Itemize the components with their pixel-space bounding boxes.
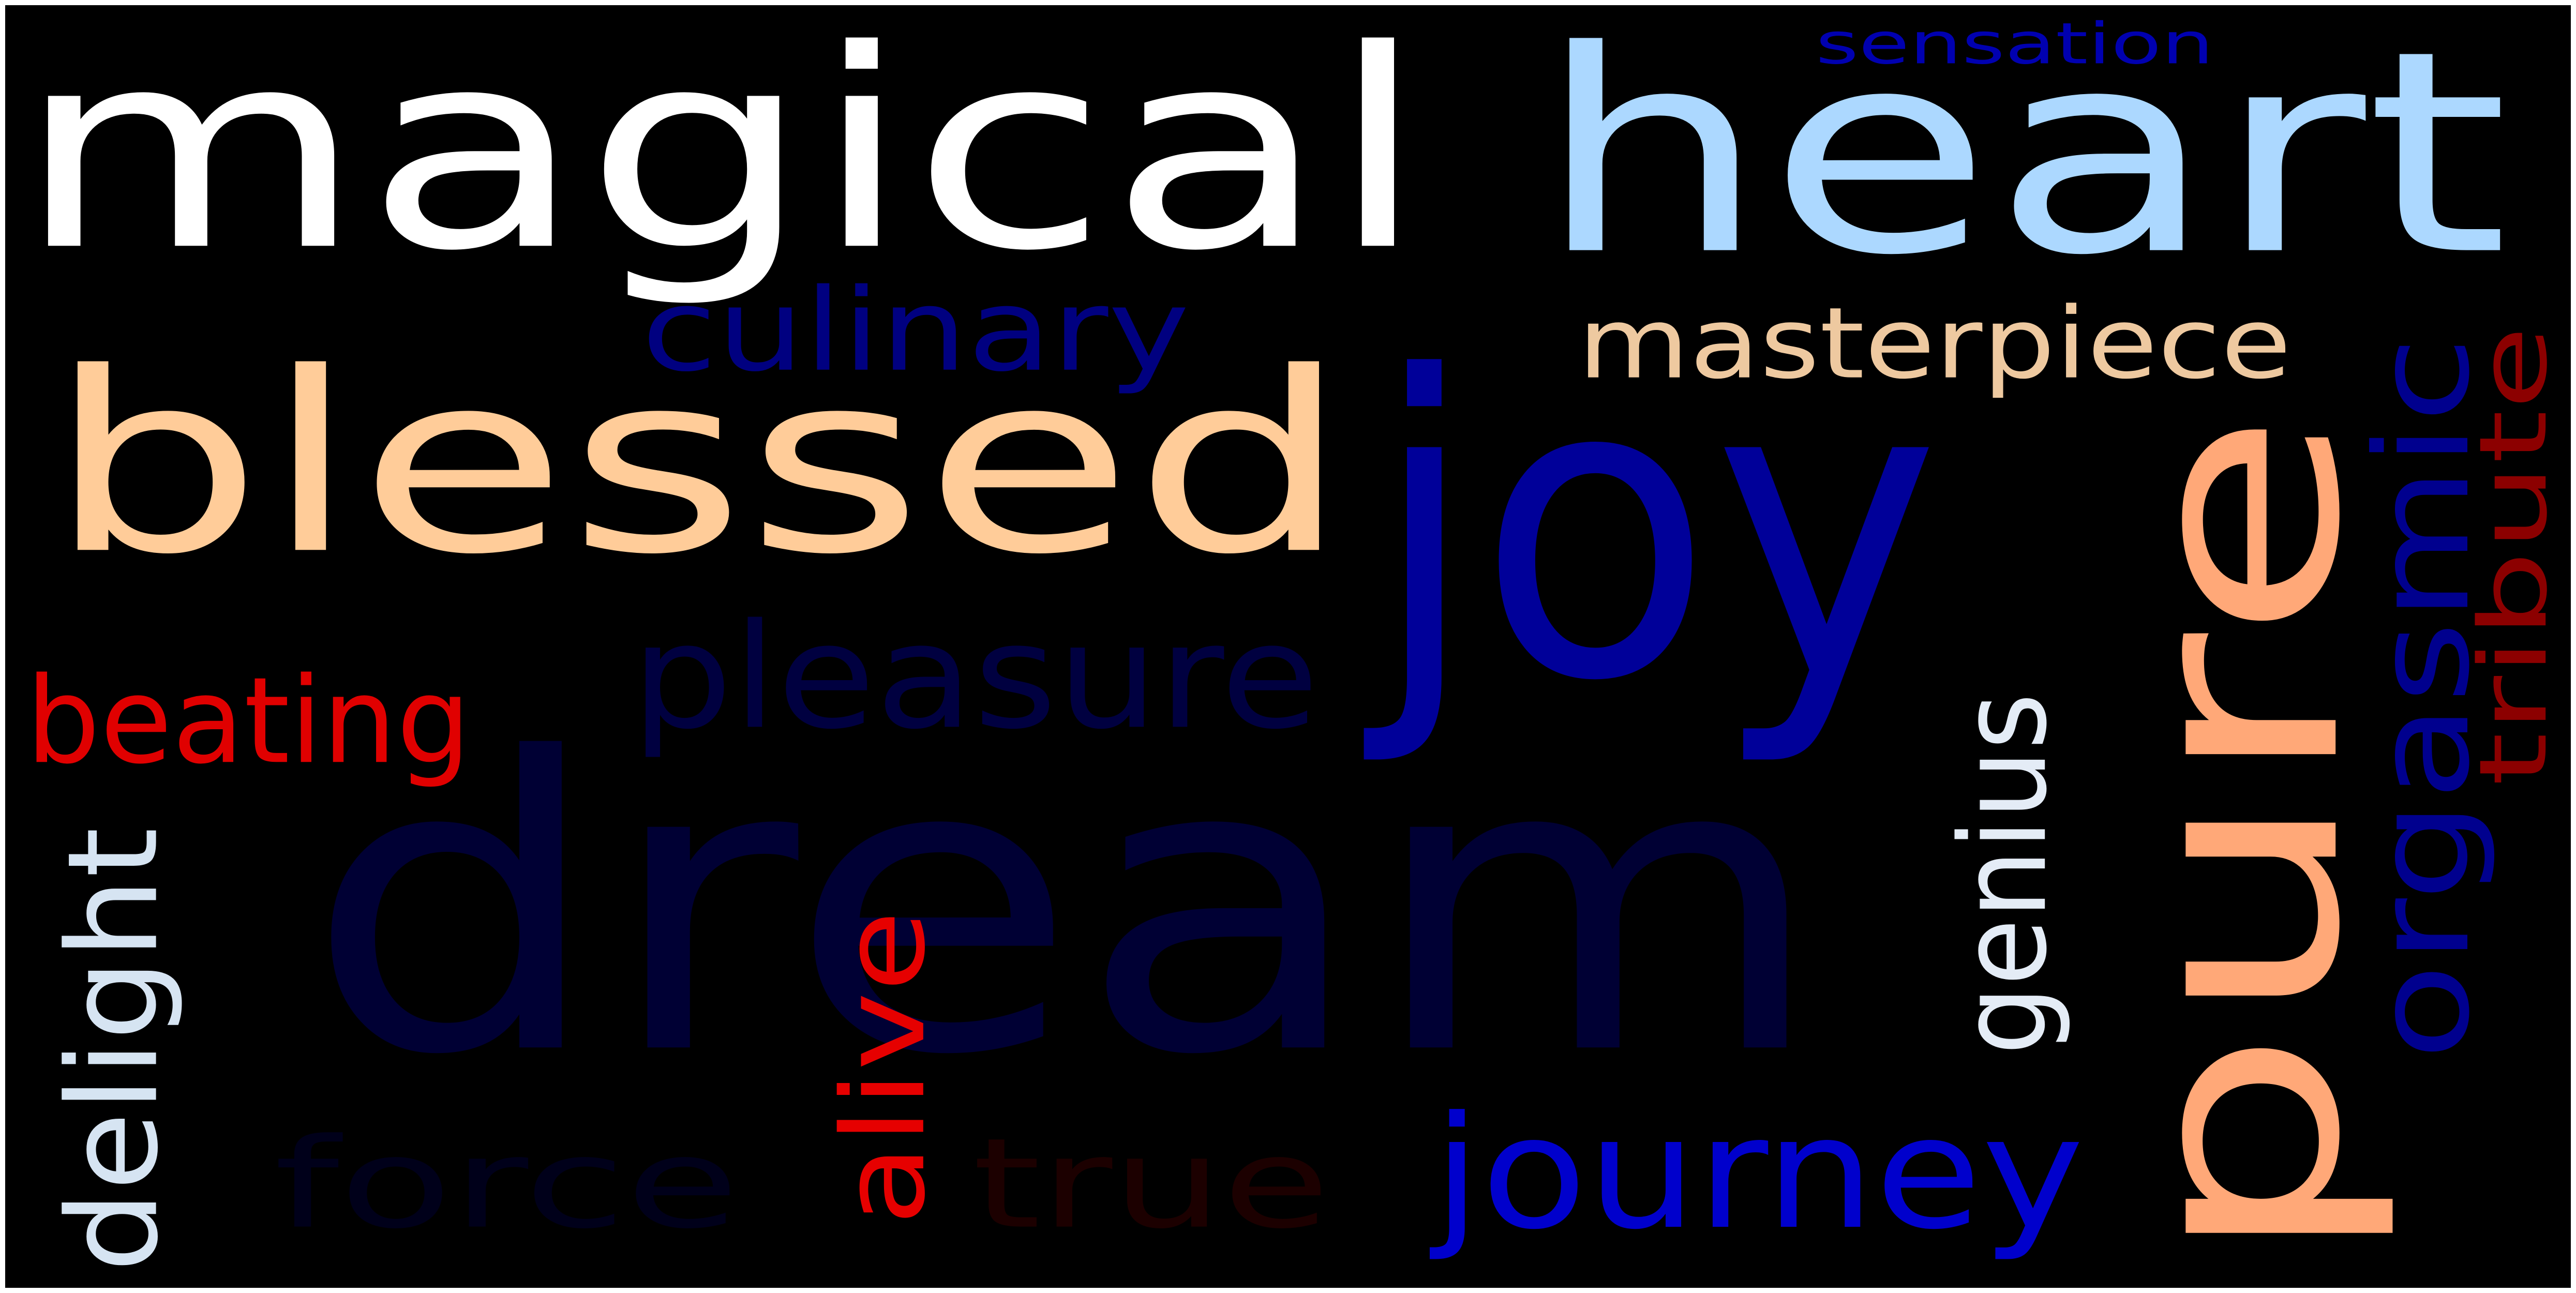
- word-alive: alive: [818, 910, 951, 1226]
- word-journey: journey: [1433, 1083, 2085, 1264]
- word-pure: pure: [2081, 409, 2402, 1267]
- word-dream: dream: [305, 674, 1826, 1145]
- word-joy: joy: [1371, 291, 1941, 773]
- word-pleasure: pleasure: [631, 593, 1319, 762]
- word-tribute: tribute: [2459, 325, 2568, 786]
- word-delight: delight: [41, 827, 186, 1272]
- word-sensation: sensation: [1816, 10, 2214, 77]
- word-force: force: [274, 1111, 740, 1257]
- word-beating: beating: [26, 652, 471, 791]
- word-blessed: blessed: [47, 320, 1350, 610]
- word-cloud: magical heart sensation blessed joy culi…: [5, 5, 2571, 1288]
- word-magical: magical: [16, 5, 1428, 312]
- word-genius: genius: [1935, 693, 2074, 1055]
- word-masterpiece: masterpiece: [1578, 286, 2292, 401]
- word-true: true: [972, 1111, 1330, 1257]
- word-culinary: culinary: [641, 264, 1190, 397]
- word-heart: heart: [1536, 5, 2509, 318]
